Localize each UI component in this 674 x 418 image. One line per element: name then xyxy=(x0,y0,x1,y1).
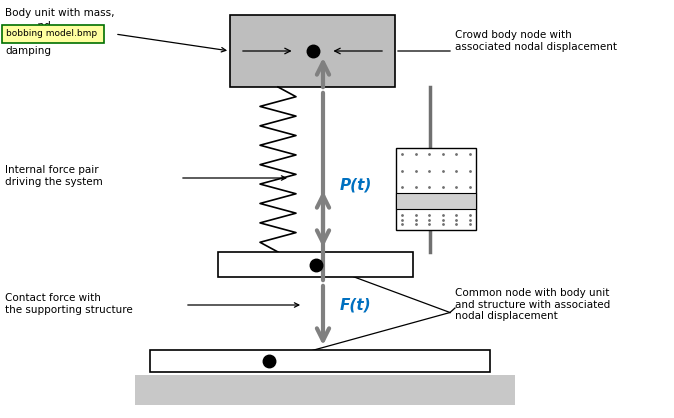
Bar xyxy=(135,375,515,405)
Text: Common node with body unit
and structure with associated
nodal displacement: Common node with body unit and structure… xyxy=(455,288,610,321)
Bar xyxy=(230,15,395,87)
Text: Internal force pair
driving the system: Internal force pair driving the system xyxy=(5,165,102,186)
Bar xyxy=(396,193,476,209)
Text: damping: damping xyxy=(5,46,51,56)
Text: Contact force with
the supporting structure: Contact force with the supporting struct… xyxy=(5,293,133,315)
Text: Body unit with mass,: Body unit with mass, xyxy=(5,8,115,18)
Text: F(t): F(t) xyxy=(340,298,371,313)
Bar xyxy=(218,252,413,277)
Text: Crowd body node with
associated nodal displacement: Crowd body node with associated nodal di… xyxy=(455,30,617,51)
Text: bobbing model.bmp: bobbing model.bmp xyxy=(6,30,97,38)
Text: nd: nd xyxy=(5,21,51,31)
Bar xyxy=(150,350,490,372)
FancyBboxPatch shape xyxy=(2,25,104,43)
Bar xyxy=(396,148,476,230)
Text: P(t): P(t) xyxy=(340,178,372,193)
